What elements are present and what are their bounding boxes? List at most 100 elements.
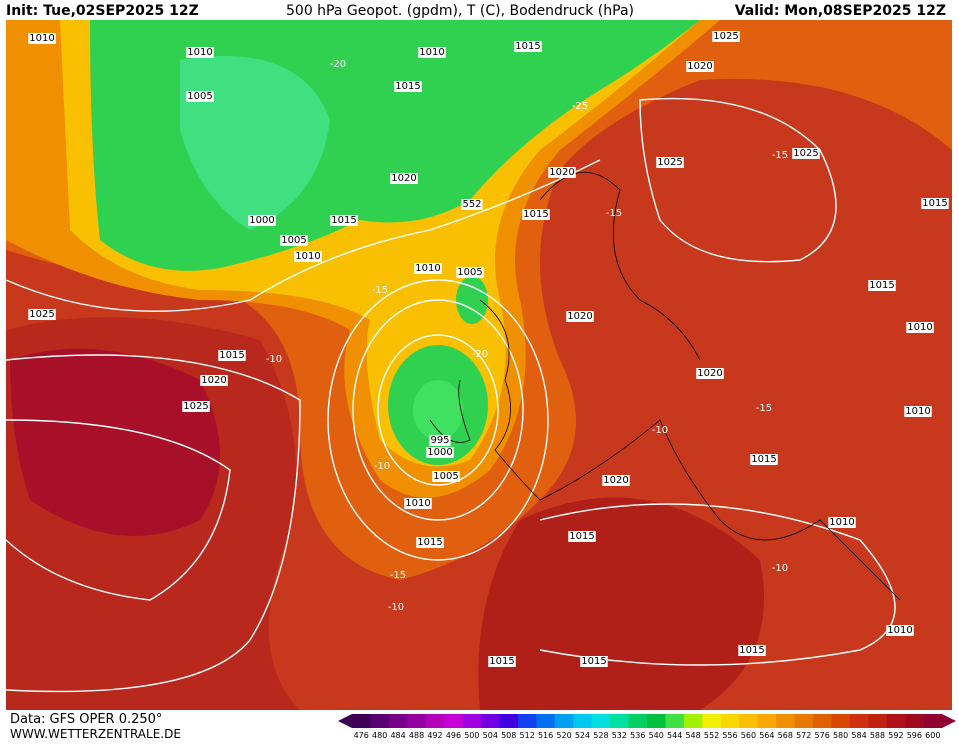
isobar-label: 1015 xyxy=(569,531,594,542)
colorbar-segment xyxy=(886,714,906,728)
temperature-label: -15 xyxy=(756,403,772,414)
colorbar-label: 532 xyxy=(612,731,627,740)
isobar-label: 1015 xyxy=(219,350,244,361)
colorbar-segment xyxy=(499,714,519,728)
label-box xyxy=(186,91,214,102)
colorbar-segment xyxy=(628,714,648,728)
label-box xyxy=(280,235,308,246)
colorbar-label: 584 xyxy=(851,731,866,740)
colorbar-label: 576 xyxy=(815,731,830,740)
label-box xyxy=(522,209,550,220)
colorbar-segment xyxy=(554,714,574,728)
isobar-label: 1020 xyxy=(567,311,592,322)
label-box xyxy=(414,263,442,274)
label-box xyxy=(886,625,914,636)
colorbar-segment xyxy=(444,714,463,728)
isobar-label: 1010 xyxy=(829,517,854,528)
colorbar-segment xyxy=(573,714,592,728)
colorbar-label: 536 xyxy=(630,731,645,740)
isobar-label: 1010 xyxy=(905,406,930,417)
colorbar-label: 524 xyxy=(575,731,590,740)
colorbar-label: 580 xyxy=(833,731,848,740)
colorbar-label: 476 xyxy=(354,731,369,740)
isobar-label: 1020 xyxy=(391,173,416,184)
isobar-label: 1025 xyxy=(29,309,54,320)
label-box xyxy=(792,148,820,159)
isobar-label: 1010 xyxy=(887,625,912,636)
label-box xyxy=(218,350,246,361)
colorbar-label: 500 xyxy=(464,731,479,740)
colorbar-segment xyxy=(905,714,924,728)
map-labels: 1010 1010 1010 1015 1005 1015 1020 1000 … xyxy=(28,31,949,667)
isobar-label: 1010 xyxy=(187,47,212,58)
colorbar-label: 572 xyxy=(796,731,811,740)
colorbar-label: 492 xyxy=(427,731,442,740)
temperature-label: -10 xyxy=(772,563,788,574)
label-box xyxy=(686,61,714,72)
isobar-label: 1015 xyxy=(489,656,514,667)
label-box xyxy=(432,471,460,482)
colorbar-label: 556 xyxy=(722,731,737,740)
isobar-label: 1005 xyxy=(281,235,306,246)
isobar-label: 1020 xyxy=(549,167,574,178)
label-box xyxy=(418,47,446,58)
colorbar-label: 496 xyxy=(446,731,461,740)
label-box xyxy=(828,517,856,528)
temperature-label: -25 xyxy=(572,101,588,112)
label-box xyxy=(294,251,322,262)
temperature-label: -10 xyxy=(266,354,282,365)
colorbar-segment xyxy=(702,714,722,728)
label-box xyxy=(566,311,594,322)
website: WWW.WETTERZENTRALE.DE xyxy=(10,727,181,741)
label-box xyxy=(712,31,740,42)
isobar-label: 1025 xyxy=(793,148,818,159)
colorbar-label: 504 xyxy=(483,731,498,740)
isobar-label: 1015 xyxy=(395,81,420,92)
colorbar-segment xyxy=(868,714,887,728)
isobar-label: 1020 xyxy=(201,375,226,386)
colorbar-label: 508 xyxy=(501,731,516,740)
colorbar-segment xyxy=(370,714,390,728)
label-box xyxy=(696,368,724,379)
temperature-label: -10 xyxy=(652,425,668,436)
isobar-label: 1025 xyxy=(183,401,208,412)
temperature-label: -15 xyxy=(772,150,788,161)
isobar-label: 1015 xyxy=(331,215,356,226)
temperature-label: -15 xyxy=(372,285,388,296)
isobar-label: 1025 xyxy=(657,157,682,168)
colorbar-segment xyxy=(591,714,611,728)
colorbar-segment xyxy=(425,714,445,728)
label-box xyxy=(416,537,444,548)
label-box xyxy=(182,401,210,412)
colorbar-segment xyxy=(720,714,740,728)
temperature-label: -15 xyxy=(606,208,622,219)
colorbar-label: 592 xyxy=(888,731,903,740)
colorbar-segment xyxy=(647,714,666,728)
isobar-label: 1010 xyxy=(29,33,54,44)
isobar-label: 1010 xyxy=(415,263,440,274)
temperature-label: -10 xyxy=(388,602,404,613)
isobar-label: 1015 xyxy=(751,454,776,465)
colorbar-label: 596 xyxy=(907,731,922,740)
colorbar-segment xyxy=(831,714,851,728)
isobar-label: 1005 xyxy=(187,91,212,102)
colorbar-segment xyxy=(757,714,777,728)
contour-label: 552 xyxy=(462,199,481,210)
isobar-label: 1015 xyxy=(581,656,606,667)
isobar-label: 1010 xyxy=(419,47,444,58)
isobar-label: 1010 xyxy=(405,498,430,509)
label-box xyxy=(330,215,358,226)
label-box xyxy=(28,309,56,320)
colorbar-segment xyxy=(739,714,758,728)
isobar-label: 1015 xyxy=(869,280,894,291)
colorbar-segment xyxy=(849,714,869,728)
colorbar-label: 568 xyxy=(778,731,793,740)
label-box xyxy=(738,645,766,656)
colorbar-label: 516 xyxy=(538,731,553,740)
isobar-label: 1020 xyxy=(697,368,722,379)
isobar-label: 1005 xyxy=(433,471,458,482)
colorbar-label: 548 xyxy=(685,731,700,740)
colorbar-label: 480 xyxy=(372,731,387,740)
data-source: Data: GFS OPER 0.250° xyxy=(10,712,162,727)
